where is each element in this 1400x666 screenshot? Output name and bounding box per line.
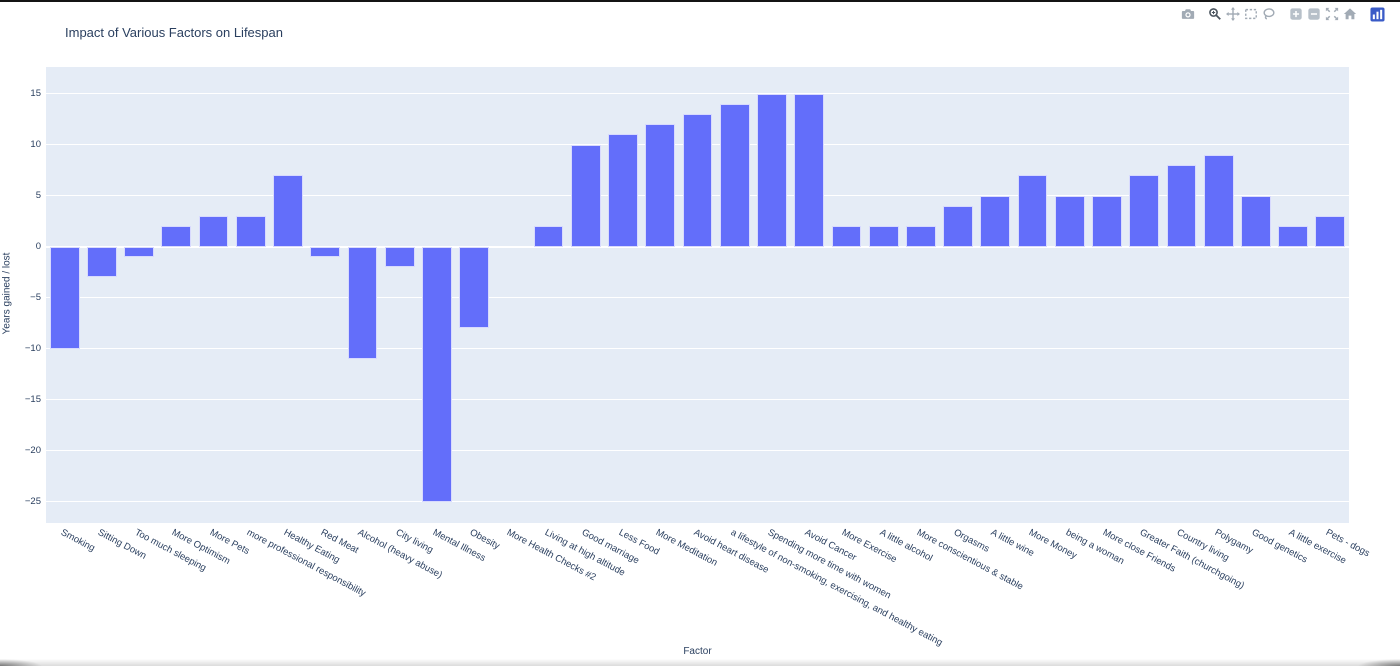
chart-title: Impact of Various Factors on Lifespan — [65, 25, 283, 40]
camera-icon[interactable] — [1179, 5, 1197, 23]
bar[interactable] — [124, 246, 154, 257]
bar[interactable] — [161, 226, 192, 247]
zoom-out-icon[interactable] — [1305, 5, 1323, 23]
modebar-group-download — [1179, 5, 1197, 23]
gridline — [46, 450, 1349, 452]
plot-area[interactable] — [46, 67, 1349, 523]
bar[interactable] — [1129, 175, 1160, 247]
bar[interactable] — [235, 215, 266, 247]
bar[interactable] — [422, 246, 452, 502]
bar[interactable] — [794, 93, 825, 247]
bar[interactable] — [645, 124, 676, 247]
gridline — [46, 399, 1349, 401]
bar[interactable] — [1241, 195, 1271, 247]
y-tick-label: 15 — [30, 88, 41, 100]
y-axis-title: Years gained / lost — [1, 252, 13, 335]
bar[interactable] — [1017, 175, 1048, 247]
box-select-icon[interactable] — [1242, 5, 1260, 23]
bar[interactable] — [49, 246, 80, 349]
modebar — [1170, 5, 1386, 23]
gridline — [46, 93, 1349, 95]
bar[interactable] — [570, 144, 601, 247]
reset-axes-home-icon[interactable] — [1341, 5, 1359, 23]
x-axis-title: Factor — [683, 646, 712, 657]
bar[interactable] — [384, 246, 415, 267]
bar[interactable] — [1054, 195, 1085, 247]
bar[interactable] — [1278, 226, 1309, 247]
zoom-icon[interactable] — [1206, 5, 1224, 23]
bar[interactable] — [86, 246, 117, 278]
bar[interactable] — [1092, 195, 1122, 247]
window-top-edge — [0, 0, 1400, 2]
bar[interactable] — [831, 226, 862, 247]
bar[interactable] — [273, 175, 303, 247]
y-tick-label: 5 — [35, 190, 41, 202]
y-tick-label: −10 — [24, 343, 41, 355]
zero-line — [46, 245, 1349, 248]
bar[interactable] — [1203, 154, 1234, 247]
gridline — [46, 348, 1349, 350]
zoom-in-icon[interactable] — [1287, 5, 1305, 23]
x-tick-label: Smoking — [58, 527, 97, 555]
bar[interactable] — [1166, 164, 1197, 247]
autoscale-icon[interactable] — [1323, 5, 1341, 23]
bar[interactable] — [980, 195, 1011, 247]
gridline — [46, 297, 1349, 299]
modebar-group-logo — [1368, 5, 1386, 23]
plotly-logo-icon[interactable] — [1368, 5, 1386, 23]
lasso-select-icon[interactable] — [1260, 5, 1278, 23]
y-tick-label: −20 — [24, 445, 41, 457]
bar[interactable] — [905, 226, 936, 247]
bottom-shadow — [0, 657, 1400, 666]
y-tick-label: −25 — [24, 496, 41, 508]
bar[interactable] — [1315, 215, 1346, 247]
bar[interactable] — [868, 226, 899, 247]
y-tick-label: 0 — [35, 241, 41, 253]
y-tick-label: 10 — [30, 139, 41, 151]
gridline — [46, 501, 1349, 503]
bar[interactable] — [943, 205, 973, 247]
modebar-group-dragmode — [1206, 5, 1278, 23]
bar[interactable] — [310, 246, 341, 257]
bar[interactable] — [608, 134, 638, 247]
bar[interactable] — [347, 246, 378, 359]
modebar-group-zoom — [1287, 5, 1359, 23]
bar[interactable] — [533, 226, 564, 247]
bar[interactable] — [757, 93, 787, 247]
bar[interactable] — [198, 215, 229, 247]
y-tick-label: −15 — [24, 394, 41, 406]
bar[interactable] — [682, 113, 713, 247]
bar[interactable] — [719, 103, 750, 247]
y-tick-label: −5 — [30, 292, 41, 304]
pan-icon[interactable] — [1224, 5, 1242, 23]
bar[interactable] — [459, 246, 490, 329]
